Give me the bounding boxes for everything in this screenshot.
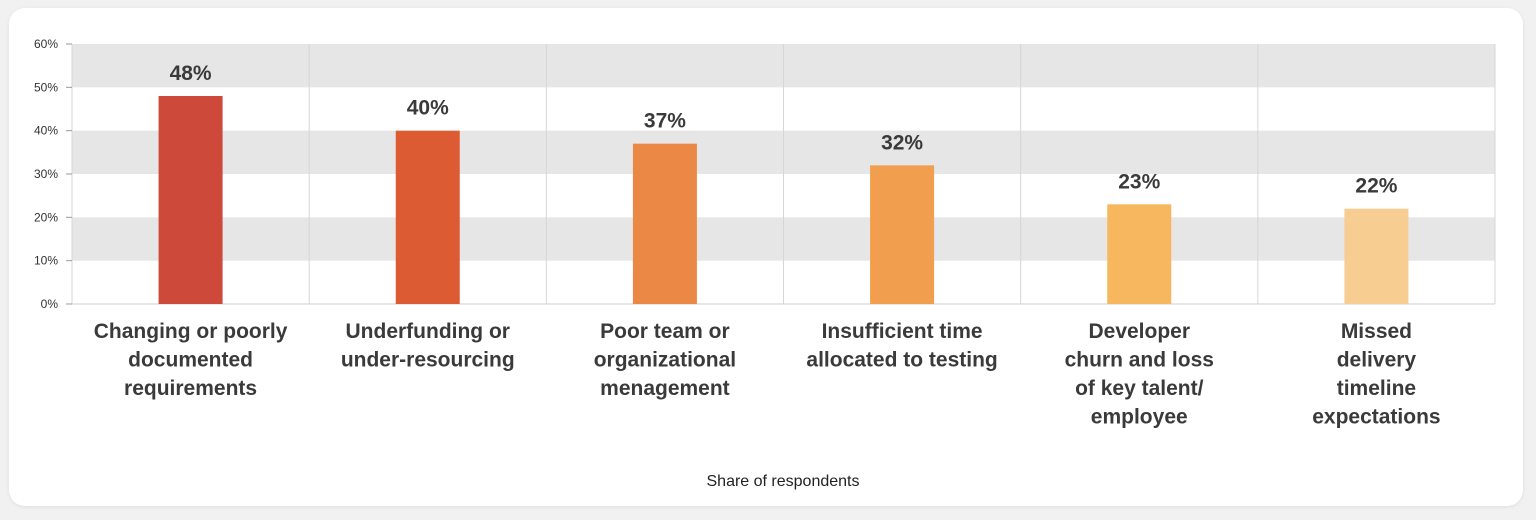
category-label: Underfunding or — [346, 320, 510, 343]
category-label: delivery — [1337, 349, 1417, 372]
bar — [395, 130, 460, 304]
y-axis: 0% 10% 20% 30% 40% 50% 60% — [34, 37, 1495, 311]
category-label: organizational — [594, 349, 736, 372]
bars — [158, 96, 1409, 304]
value-label: 32% — [881, 131, 923, 154]
y-tick-label: 20% — [34, 210, 58, 224]
y-tick-label: 50% — [34, 80, 58, 94]
category-label: Missed — [1341, 320, 1412, 343]
bar — [1107, 204, 1172, 304]
value-label: 23% — [1118, 170, 1160, 193]
x-axis-title: Share of respondents — [707, 473, 860, 490]
value-label: 40% — [407, 97, 449, 120]
value-label: 37% — [644, 110, 686, 133]
y-tick-label: 10% — [34, 254, 58, 268]
y-tick-label: 40% — [34, 124, 58, 138]
category-label: timeline — [1337, 377, 1416, 400]
category-labels: Changing or poorly documented requirements… — [94, 320, 1441, 429]
category-label: churn and loss — [1065, 349, 1214, 372]
category-label: Developer — [1088, 320, 1190, 343]
bar — [1344, 208, 1409, 304]
category-label: under-resourcing — [341, 349, 515, 372]
category-label: employee — [1091, 406, 1188, 429]
y-tick-label: 0% — [41, 297, 59, 311]
category-label: menagement — [600, 377, 730, 400]
category-label: allocated to testing — [806, 349, 997, 372]
category-label: requirements — [124, 377, 257, 400]
category-label: Poor team or — [600, 320, 730, 343]
y-tick-label: 60% — [34, 37, 58, 51]
bar — [158, 96, 223, 304]
category-label: of key talent/ — [1075, 377, 1204, 400]
bar — [870, 165, 935, 304]
value-label: 48% — [170, 62, 212, 85]
category-label: Insufficient time — [822, 320, 983, 343]
category-label: Changing or poorly — [94, 320, 288, 343]
y-tick-label: 30% — [34, 167, 58, 181]
category-label: expectations — [1312, 406, 1440, 429]
category-label: documented — [128, 349, 253, 372]
bar — [632, 143, 697, 304]
value-label: 22% — [1355, 175, 1397, 198]
value-labels: 48% 40% 37% 32% 23% 22% — [170, 62, 1398, 198]
